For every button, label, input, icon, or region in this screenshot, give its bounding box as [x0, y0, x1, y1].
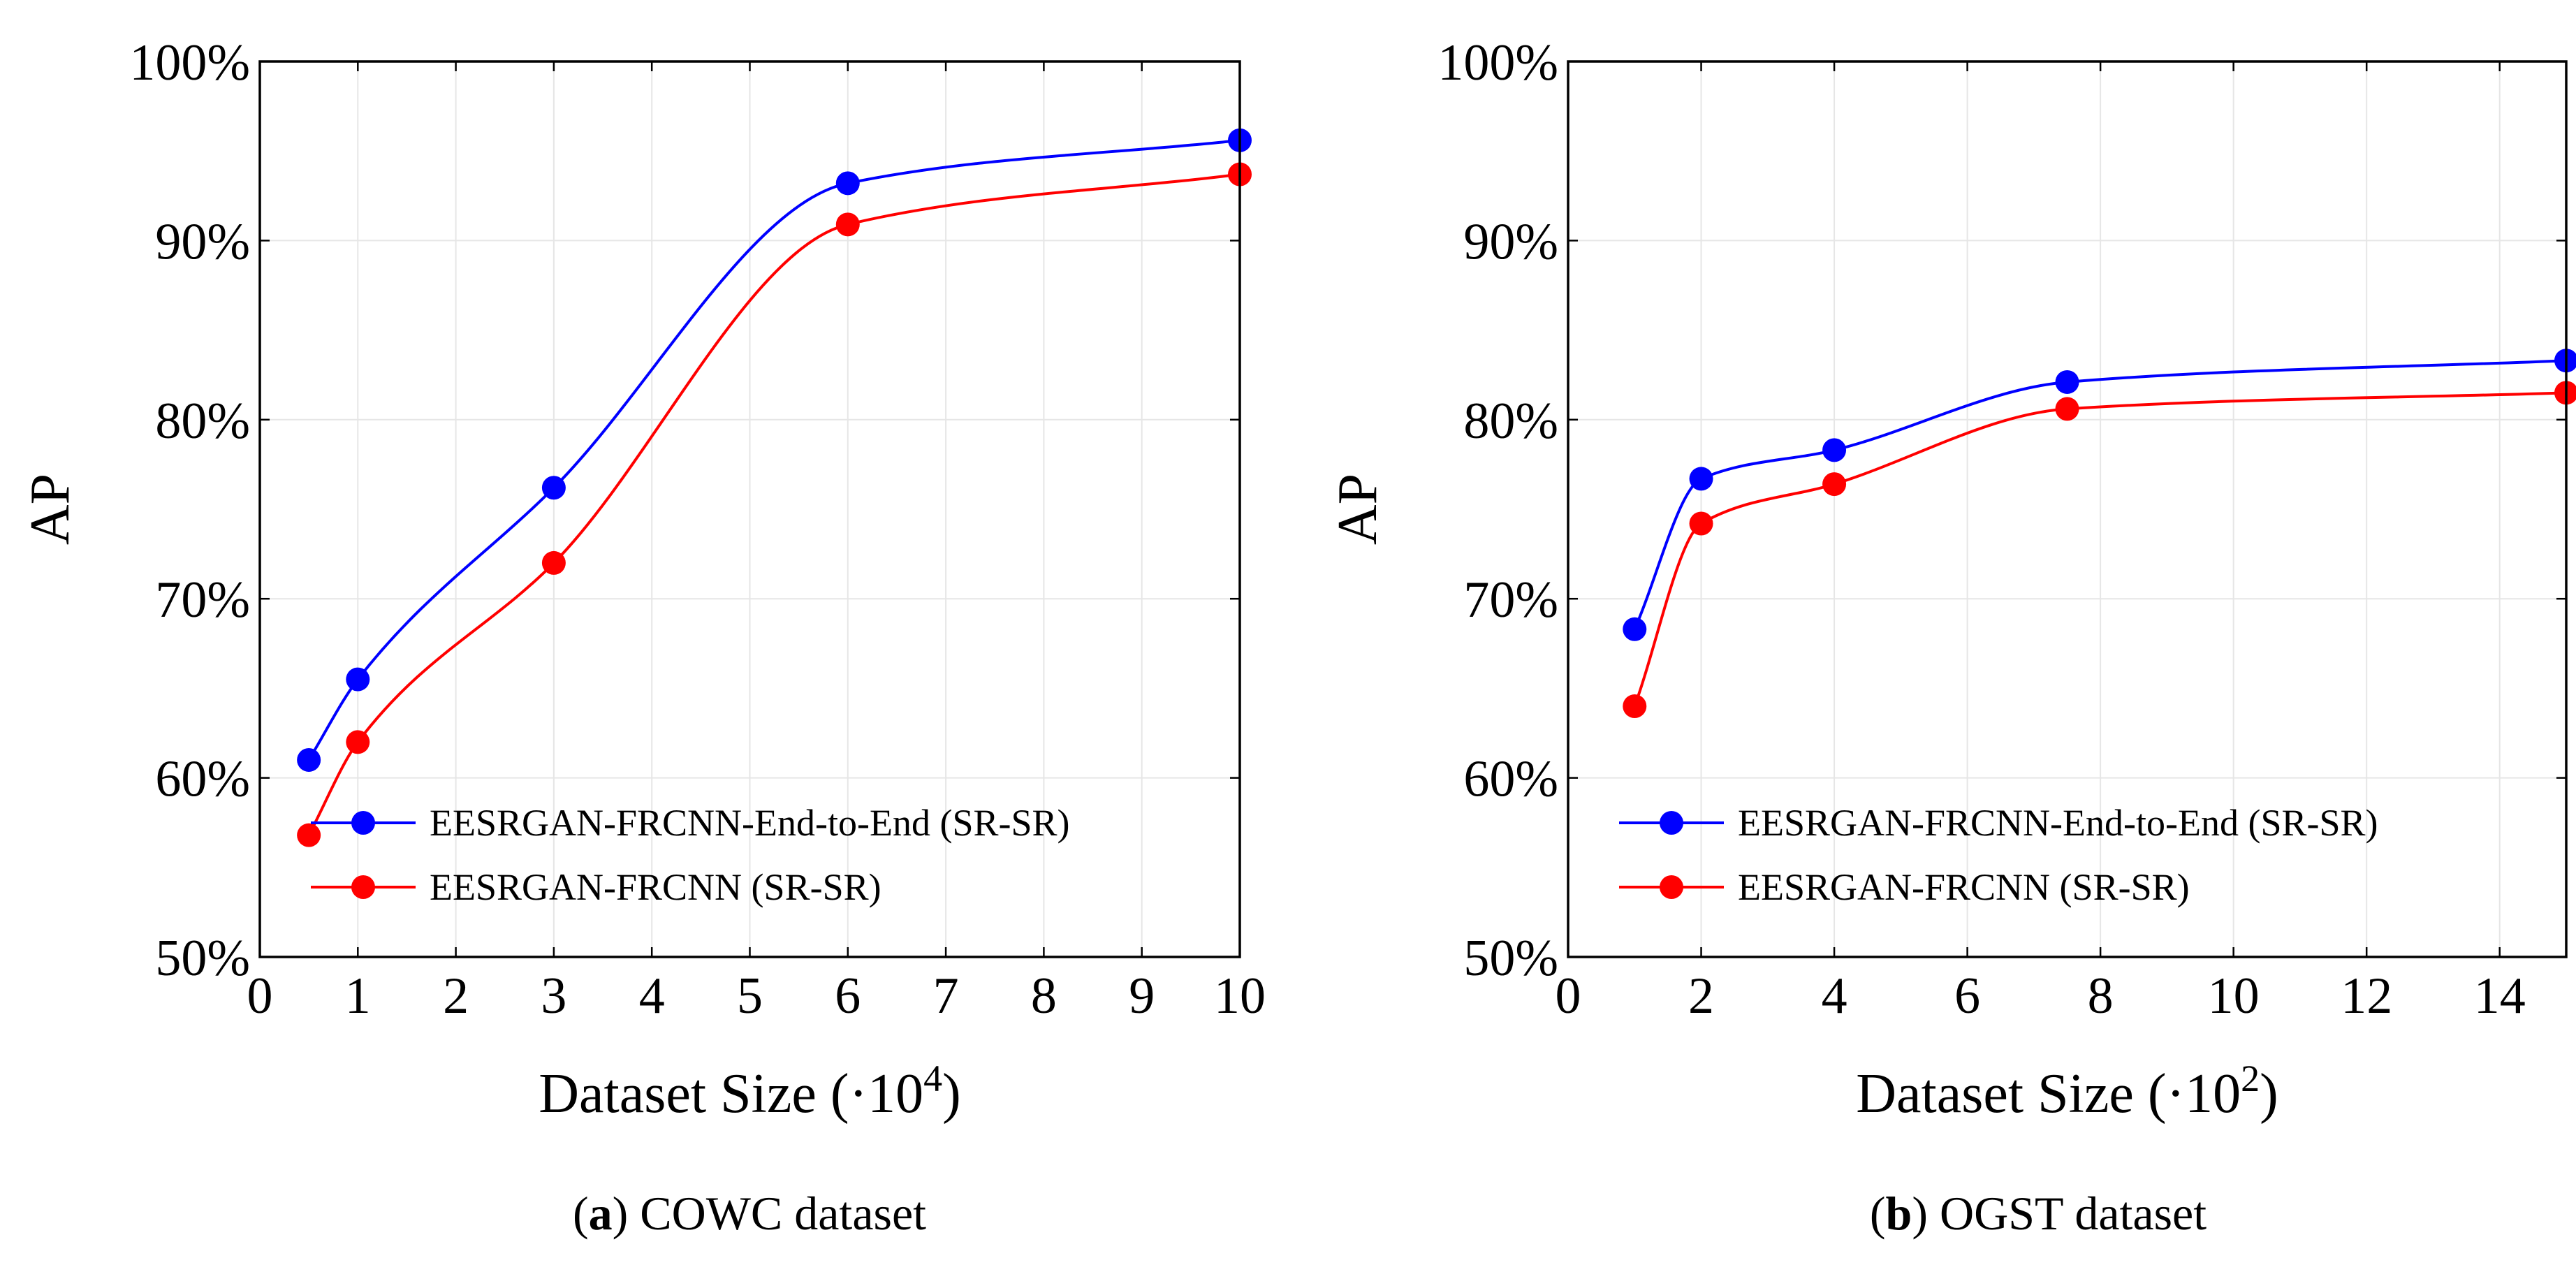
y-axis-label: AP: [1327, 474, 1389, 545]
data-point: [1689, 511, 1713, 536]
plot-frame: [258, 60, 1241, 958]
x-tick-label: 2: [1688, 967, 1714, 1025]
x-tick-label: 8: [1031, 967, 1057, 1025]
data-point: [835, 171, 860, 196]
legend-label: EESRGAN-FRCNN-End-to-End (SR-SR): [1738, 802, 2378, 844]
y-tick-label: 70%: [1463, 571, 1558, 629]
y-tick-label: 70%: [155, 571, 250, 629]
y-tick-label: 60%: [155, 751, 250, 808]
data-point: [1689, 467, 1713, 491]
data-point: [346, 667, 370, 692]
y-tick-label: 100%: [129, 34, 250, 92]
x-tick-label: 4: [1822, 967, 1847, 1025]
x-tick-label: 2: [443, 967, 469, 1025]
x-tick-label: 4: [639, 967, 665, 1025]
y-tick-label: 80%: [1463, 393, 1558, 450]
data-point: [1822, 438, 1847, 462]
legend-label: EESRGAN-FRCNN-End-to-End (SR-SR): [430, 802, 1070, 844]
x-tick-label: 0: [1556, 967, 1581, 1025]
x-axis-label: Dataset Size (·104): [539, 1058, 961, 1125]
data-point: [541, 550, 566, 575]
y-tick-label: 100%: [1437, 34, 1558, 92]
legend-label: EESRGAN-FRCNN (SR-SR): [430, 866, 881, 908]
y-tick-label: 60%: [1463, 751, 1558, 808]
panel-caption: (a) COWC dataset: [573, 1187, 926, 1240]
x-tick-label: 5: [737, 967, 763, 1025]
plot-frame: [1567, 60, 2568, 958]
data-point: [297, 823, 321, 847]
series-line-2: [1633, 391, 2566, 707]
y-tick-label: 50%: [155, 930, 250, 987]
x-tick-label: 6: [835, 967, 861, 1025]
legend-swatch-marker: [1660, 811, 1683, 835]
data-point: [2055, 370, 2079, 394]
data-point: [1822, 472, 1847, 497]
data-point: [1623, 694, 1647, 719]
chart-panel-b: 0 2 4 6 8 10 12 14 50% 60% 70% 80% 90% 100% Dataset Si…: [1327, 34, 2576, 1240]
series-line-1: [307, 138, 1240, 761]
x-tick-label: 10: [2208, 967, 2260, 1025]
x-tick-label: 9: [1129, 967, 1155, 1025]
legend-label: EESRGAN-FRCNN (SR-SR): [1738, 866, 2190, 908]
x-axis-label: Dataset Size (·102): [1856, 1058, 2278, 1125]
x-tick-label: 0: [247, 967, 273, 1025]
x-tick-label: 7: [933, 967, 959, 1025]
panel-caption: (b) OGST dataset: [1870, 1187, 2207, 1240]
x-tick-label: 14: [2474, 967, 2526, 1025]
y-axis-label: AP: [20, 474, 81, 545]
legend-swatch-marker: [351, 811, 375, 835]
data-point: [297, 747, 321, 772]
data-point: [541, 476, 566, 500]
y-tick-label: 90%: [1463, 213, 1558, 270]
x-tick-label: 12: [2341, 967, 2392, 1025]
y-tick-label: 90%: [155, 213, 250, 270]
y-tick-label: 80%: [155, 393, 250, 450]
data-point: [346, 730, 370, 754]
x-tick-label: 3: [541, 967, 566, 1025]
series-line-2: [307, 173, 1240, 836]
data-point: [1623, 617, 1647, 641]
x-tick-label: 6: [1954, 967, 1980, 1025]
x-tick-label: 10: [1214, 967, 1266, 1025]
legend-swatch-marker: [1660, 875, 1683, 899]
data-point: [2055, 397, 2079, 421]
y-tick-label: 50%: [1463, 930, 1558, 987]
x-tick-label: 1: [345, 967, 371, 1025]
legend-swatch-marker: [351, 875, 375, 899]
series-line-1: [1633, 359, 2566, 630]
chart-panel-a: 0 1 2 3 4 5 6 7 8 9 10 50% 60% 70% 80% 90% 100% Dataset S…: [20, 34, 1266, 1240]
x-tick-label: 8: [2088, 967, 2114, 1025]
data-point: [835, 212, 860, 237]
